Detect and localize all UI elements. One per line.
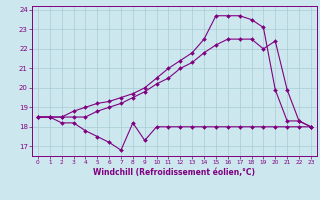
X-axis label: Windchill (Refroidissement éolien,°C): Windchill (Refroidissement éolien,°C) (93, 168, 255, 177)
